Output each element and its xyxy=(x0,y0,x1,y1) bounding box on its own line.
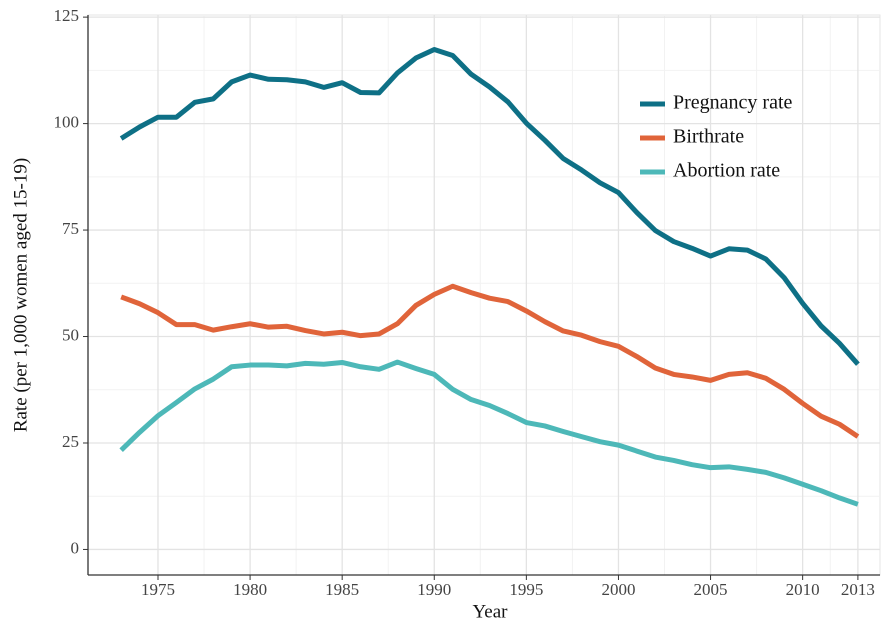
data-line xyxy=(120,283,860,439)
y-axis-title: Rate (per 1,000 women aged 15-19) xyxy=(10,158,31,432)
x-tick-label: 1990 xyxy=(417,580,451,599)
y-tick-label: 75 xyxy=(62,219,79,238)
x-axis-title: Year xyxy=(472,601,508,622)
legend-label: Pregnancy rate xyxy=(673,92,793,114)
y-tick-label: 50 xyxy=(62,325,79,344)
data-line xyxy=(119,359,859,507)
x-tick-label: 1995 xyxy=(509,580,543,599)
y-tick-label: 100 xyxy=(54,112,80,131)
x-tick-label: 2000 xyxy=(601,580,635,599)
x-tick-label: 1975 xyxy=(141,580,175,599)
x-tick-label: 2013 xyxy=(841,580,875,599)
x-tick-label: 1980 xyxy=(233,580,267,599)
data-line xyxy=(119,46,860,366)
x-tick-label: 2005 xyxy=(694,580,728,599)
legend-label: Abortion rate xyxy=(673,160,780,182)
x-tick-label: 1985 xyxy=(325,580,359,599)
y-tick-label: 25 xyxy=(62,432,79,451)
legend-label: Birthrate xyxy=(673,126,744,148)
y-tick-label: 125 xyxy=(54,6,80,25)
y-tick-label: 0 xyxy=(71,538,80,557)
x-tick-label: 2010 xyxy=(786,580,820,599)
